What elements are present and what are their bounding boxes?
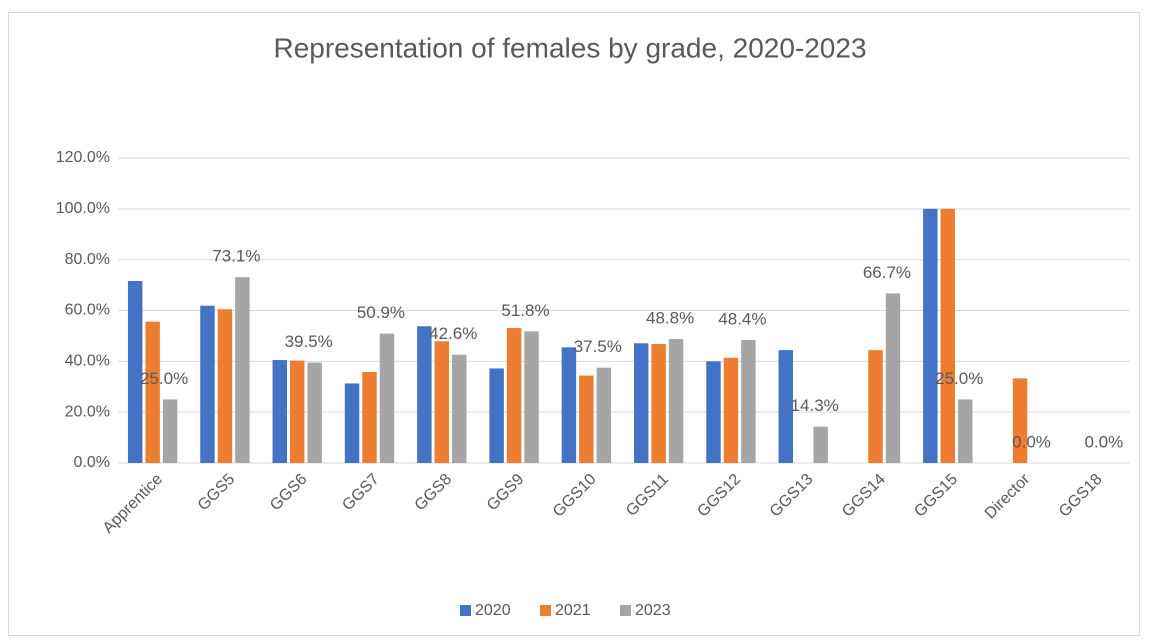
bar xyxy=(307,362,322,463)
bar xyxy=(452,354,467,463)
bar xyxy=(344,383,360,463)
bar xyxy=(813,426,828,463)
bar xyxy=(506,328,522,463)
data-label: 50.9% xyxy=(357,303,405,322)
bar xyxy=(706,361,721,463)
data-label: 48.8% xyxy=(646,308,694,327)
bar xyxy=(579,375,594,463)
y-tick-label: 120.0% xyxy=(56,149,110,166)
bar xyxy=(417,326,432,463)
bar xyxy=(741,339,756,463)
legend-swatch xyxy=(460,605,471,616)
bar xyxy=(651,344,666,463)
bar xyxy=(723,357,739,463)
bar xyxy=(561,347,577,463)
y-tick-label: 80.0% xyxy=(65,251,110,268)
bar xyxy=(362,372,377,463)
legend-label: 2023 xyxy=(635,602,671,619)
data-label: 51.8% xyxy=(501,301,549,320)
y-tick-label: 0.0% xyxy=(74,454,110,471)
y-tick-label: 60.0% xyxy=(65,302,110,319)
legend-swatch xyxy=(620,605,631,616)
bar xyxy=(633,343,649,463)
bar xyxy=(217,309,233,463)
bar xyxy=(289,360,305,463)
data-label: 73.1% xyxy=(212,247,260,266)
bar xyxy=(668,338,684,463)
data-label: 48.4% xyxy=(718,309,766,328)
bar xyxy=(434,341,450,463)
chart-title: Representation of females by grade, 2020… xyxy=(273,32,866,63)
data-label: 42.6% xyxy=(429,324,477,343)
bar xyxy=(272,360,287,463)
bar xyxy=(1012,378,1028,463)
bar xyxy=(379,333,395,463)
y-tick-label: 100.0% xyxy=(56,200,110,217)
data-label: 66.7% xyxy=(863,263,911,282)
bar xyxy=(596,367,612,463)
data-label: 25.0% xyxy=(140,369,188,388)
bar xyxy=(958,399,973,463)
data-label: 39.5% xyxy=(285,332,333,351)
bar xyxy=(778,350,793,463)
legend-swatch xyxy=(540,605,551,616)
bar xyxy=(200,305,215,463)
bar xyxy=(127,281,143,463)
bar xyxy=(940,208,956,463)
bar xyxy=(489,368,504,463)
data-label: 0.0% xyxy=(1084,432,1123,451)
bar xyxy=(235,277,250,463)
data-label: 0.0% xyxy=(1012,432,1051,451)
y-tick-label: 20.0% xyxy=(65,403,110,420)
data-label: 25.0% xyxy=(935,369,983,388)
data-label: 14.3% xyxy=(791,396,839,415)
legend-label: 2021 xyxy=(555,602,591,619)
bar xyxy=(162,399,178,463)
legend-label: 2020 xyxy=(475,602,511,619)
bar xyxy=(524,331,539,463)
bar xyxy=(923,208,938,463)
bar xyxy=(885,293,901,463)
y-tick-label: 40.0% xyxy=(65,353,110,370)
bar xyxy=(868,350,883,463)
chart-border xyxy=(8,12,1140,636)
data-label: 37.5% xyxy=(574,337,622,356)
bar xyxy=(145,321,160,463)
